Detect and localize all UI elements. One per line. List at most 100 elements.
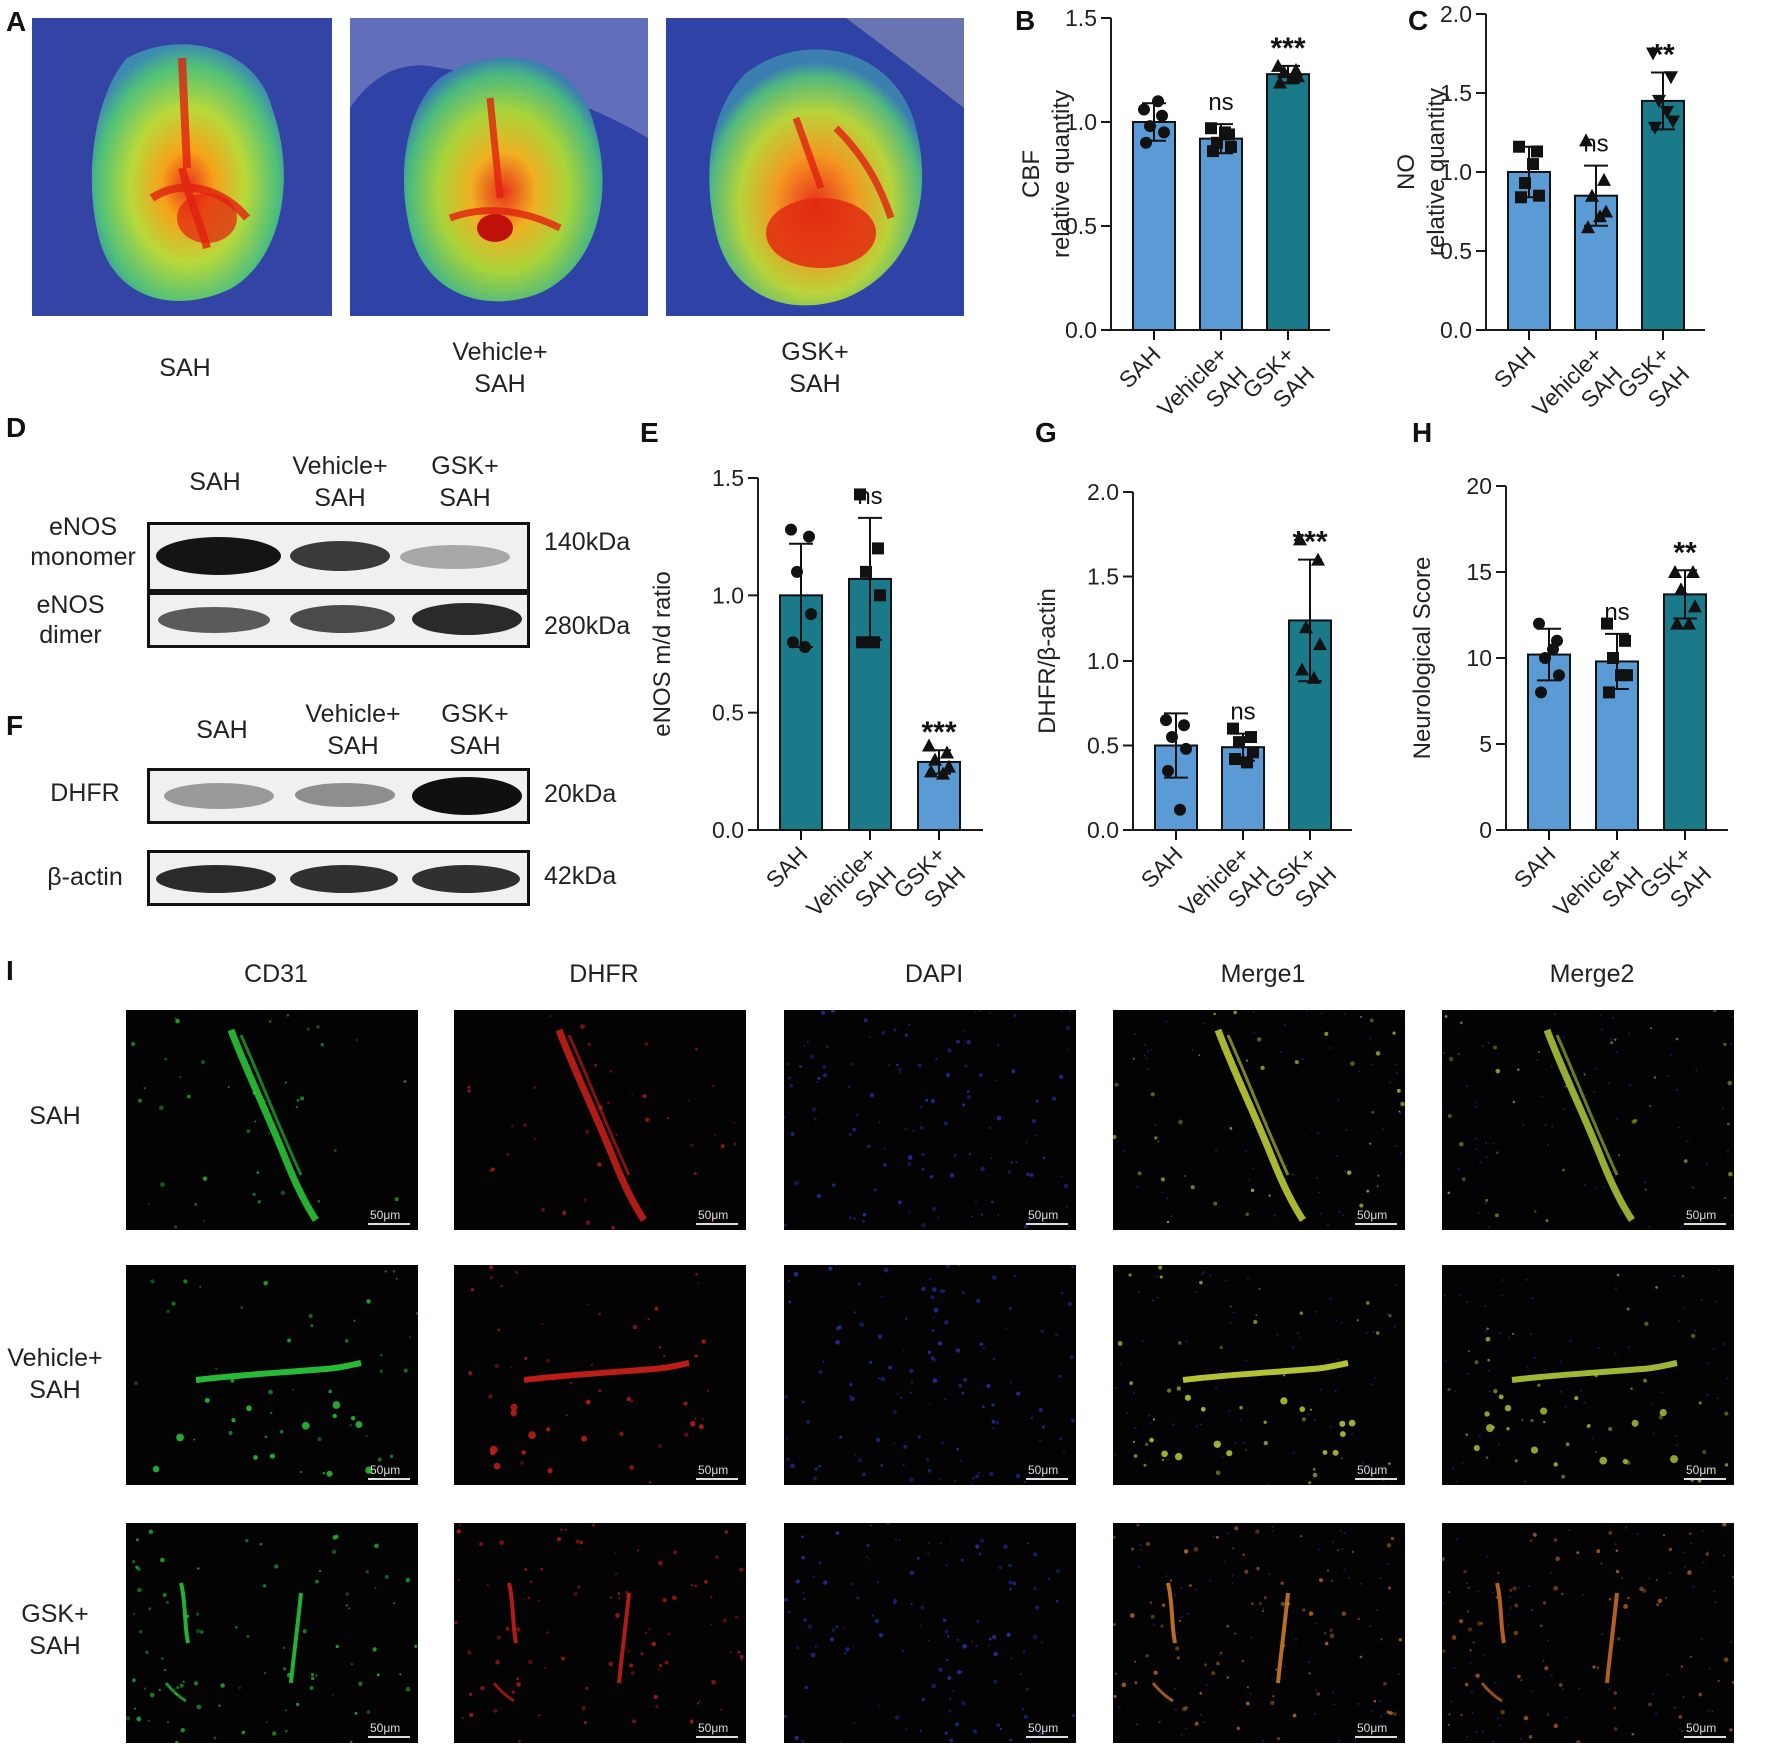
speckle	[1615, 1051, 1618, 1054]
speckle	[930, 1295, 935, 1300]
speckle	[282, 1667, 287, 1671]
speckle	[1121, 1682, 1127, 1688]
speckle	[1141, 1340, 1144, 1343]
vessel	[179, 1582, 190, 1644]
speckle	[852, 1127, 857, 1132]
speckle	[131, 1042, 136, 1046]
speckle	[667, 1632, 671, 1636]
speckle	[1187, 1613, 1190, 1616]
speckle	[1145, 1654, 1149, 1658]
speckle	[1027, 1218, 1031, 1222]
speckle	[1608, 1597, 1612, 1601]
speckle	[788, 1300, 792, 1304]
speckle	[919, 1105, 923, 1109]
speckle	[1600, 1562, 1603, 1565]
vessel	[1214, 1028, 1306, 1222]
speckle	[637, 1549, 640, 1552]
speckle	[1181, 1616, 1184, 1619]
speckle	[1380, 1715, 1383, 1718]
speckle	[1530, 1332, 1533, 1335]
speckle	[1148, 1414, 1151, 1417]
speckle	[240, 1306, 244, 1309]
speckle	[461, 1717, 464, 1720]
data-point	[1646, 47, 1660, 61]
speckle	[1270, 1700, 1275, 1706]
y-tick-label: 5	[1479, 731, 1492, 757]
x-tick-label: GSK+SAH	[1612, 341, 1694, 413]
speckle	[1329, 1046, 1332, 1049]
speckle	[1615, 1117, 1618, 1120]
speckle	[722, 1618, 727, 1623]
speckle	[1224, 1279, 1227, 1282]
speckle	[133, 1707, 137, 1710]
speckle	[893, 1028, 897, 1032]
speckle	[1692, 1585, 1695, 1588]
speckle	[1015, 1161, 1018, 1164]
speckle	[317, 1200, 320, 1203]
x-tick-label: SAH	[1509, 841, 1561, 893]
speckle	[801, 1400, 805, 1404]
vessel-fragment	[1339, 1431, 1346, 1437]
speckle	[1283, 1374, 1286, 1377]
speckle	[1584, 1094, 1587, 1097]
speckle	[733, 1142, 737, 1146]
speckle	[1176, 1386, 1182, 1391]
speckle	[970, 1215, 973, 1218]
data-point	[936, 766, 950, 780]
speckle	[579, 1540, 584, 1545]
speckle	[921, 1223, 926, 1228]
vessel-fragment	[626, 1397, 631, 1402]
speckle	[949, 1738, 954, 1743]
speckle	[1114, 1082, 1119, 1087]
speckle	[1690, 1655, 1693, 1658]
data-point	[1615, 669, 1627, 682]
speckle	[1706, 1393, 1709, 1396]
speckle	[1324, 1031, 1329, 1036]
speckle	[203, 1219, 205, 1222]
speckle	[629, 1465, 634, 1470]
speckle	[1723, 1554, 1726, 1557]
speckle	[1474, 1101, 1477, 1104]
x-tick-label: GSK+SAH	[1634, 841, 1716, 913]
speckle	[384, 1575, 389, 1579]
speckle	[1564, 1085, 1567, 1088]
speckle	[789, 1083, 793, 1088]
caption-vehicle-sah: Vehicle+ SAH	[452, 338, 548, 398]
speckle	[1314, 1713, 1317, 1716]
scale-bar-label: 50μm	[698, 1463, 729, 1477]
speckle	[1621, 1577, 1624, 1579]
speckle	[1232, 1311, 1235, 1314]
speckle	[1378, 1700, 1381, 1703]
speckle	[1613, 1706, 1617, 1710]
fluorescence-image: 50μm	[784, 1523, 1076, 1743]
speckle	[515, 1627, 521, 1632]
speckle	[1713, 1590, 1716, 1593]
speckle	[1308, 1611, 1314, 1616]
speckle	[1178, 1119, 1183, 1125]
speckle	[992, 1357, 996, 1361]
vessel-fragment	[1174, 1452, 1183, 1461]
data-point	[1233, 736, 1245, 749]
scale-bar-label: 50μm	[1357, 1208, 1388, 1222]
speckle	[812, 1575, 815, 1578]
blot-f-lane-sah: SAH	[196, 716, 248, 744]
speckle	[523, 1597, 526, 1600]
speckle	[171, 1301, 176, 1306]
speckle	[126, 1716, 130, 1721]
speckle	[1303, 1134, 1306, 1137]
speckle	[609, 1596, 613, 1600]
speckle	[853, 1311, 856, 1314]
speckle	[1032, 1119, 1037, 1124]
speckle	[1146, 1068, 1149, 1071]
speckle	[1128, 1273, 1132, 1277]
speckle	[1631, 1732, 1635, 1736]
speckle	[1346, 1170, 1352, 1175]
speckle	[1562, 1168, 1565, 1172]
speckle	[1258, 1602, 1262, 1606]
speckle	[1299, 1311, 1303, 1315]
speckle	[1576, 1551, 1580, 1555]
data-point	[1668, 565, 1682, 578]
speckle	[1542, 1659, 1545, 1662]
speckle	[1382, 1128, 1385, 1131]
speckle	[1397, 1672, 1400, 1675]
